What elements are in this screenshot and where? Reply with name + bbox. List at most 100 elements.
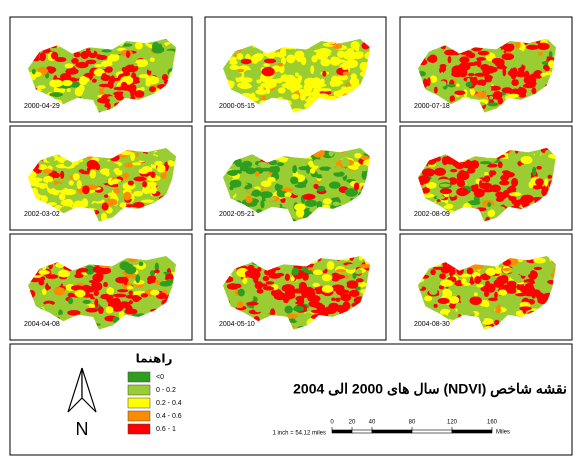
map-patch bbox=[93, 198, 103, 202]
map-patch bbox=[496, 66, 507, 70]
map-patch bbox=[529, 181, 534, 188]
map-patch bbox=[490, 170, 496, 175]
map-patch bbox=[104, 87, 111, 94]
map-patch bbox=[320, 58, 330, 66]
map-patch bbox=[147, 280, 152, 284]
map-patch bbox=[487, 195, 494, 199]
map-patch bbox=[345, 264, 356, 270]
map-patch bbox=[472, 77, 477, 86]
map-patch bbox=[277, 273, 284, 277]
map-patch bbox=[332, 202, 340, 206]
map-patch bbox=[498, 97, 504, 104]
map-patch bbox=[97, 97, 110, 103]
map-patch bbox=[282, 83, 295, 88]
map-patch bbox=[503, 268, 511, 271]
map-patch bbox=[141, 199, 154, 202]
map-patch bbox=[520, 156, 532, 164]
map-patch bbox=[327, 261, 335, 270]
map-patch bbox=[292, 187, 303, 195]
map-patch bbox=[456, 188, 468, 197]
scale-tick-label: 80 bbox=[409, 420, 416, 426]
map-patch bbox=[356, 278, 364, 282]
panel-date: 2000-04-29 bbox=[24, 103, 60, 110]
map-patch bbox=[523, 172, 531, 179]
map-patch bbox=[519, 265, 525, 274]
map-patch bbox=[105, 171, 110, 176]
map-patch bbox=[478, 51, 490, 56]
map-patch bbox=[296, 208, 304, 217]
map-patch bbox=[103, 282, 108, 287]
scale-tick-label: 20 bbox=[349, 420, 356, 426]
map-patch bbox=[58, 314, 69, 318]
legend-label: <0 bbox=[156, 374, 164, 381]
legend-swatch bbox=[128, 411, 150, 421]
map-patch bbox=[148, 65, 156, 70]
map-patch bbox=[92, 79, 97, 83]
map-patch bbox=[341, 158, 350, 167]
map-patch bbox=[135, 274, 140, 283]
map-patch bbox=[535, 178, 544, 186]
legend-title: راهنما bbox=[136, 352, 173, 366]
map-patch bbox=[258, 162, 268, 167]
map-patch bbox=[441, 266, 451, 274]
map-patch bbox=[302, 273, 309, 281]
map-patch bbox=[442, 156, 448, 165]
legend-label: 0.6 - 1 bbox=[156, 426, 176, 433]
map-patch bbox=[310, 65, 314, 74]
map-patch bbox=[133, 177, 146, 182]
map-patch bbox=[127, 286, 134, 290]
map-patch bbox=[329, 168, 340, 173]
map-patch bbox=[60, 171, 64, 179]
map-patch bbox=[508, 94, 519, 98]
map-patch bbox=[295, 72, 299, 76]
scale-segment bbox=[372, 430, 412, 433]
map-patch bbox=[340, 290, 344, 297]
map-patch bbox=[487, 202, 491, 207]
map-figure: 2000-04-292000-05-152000-07-182002-03-02… bbox=[0, 0, 575, 459]
map-patch bbox=[466, 82, 473, 88]
map-patch bbox=[146, 267, 152, 271]
map-patch bbox=[500, 175, 509, 181]
map-patch bbox=[227, 170, 238, 176]
map-patch bbox=[313, 270, 323, 275]
map-patch bbox=[526, 45, 539, 50]
map-patch bbox=[508, 290, 517, 294]
map-patch bbox=[358, 165, 369, 172]
map-patch bbox=[141, 293, 148, 297]
map-patch bbox=[89, 169, 96, 178]
map-patch bbox=[284, 306, 292, 314]
map-patch bbox=[68, 298, 73, 305]
map-patch bbox=[278, 63, 284, 67]
map-patch bbox=[101, 75, 111, 81]
map-patch bbox=[230, 65, 240, 70]
map-patch bbox=[466, 161, 475, 169]
map-patch bbox=[113, 304, 118, 309]
map-patch bbox=[281, 188, 293, 192]
map-patch bbox=[430, 269, 436, 275]
map-patch bbox=[265, 78, 272, 86]
map-patch bbox=[150, 290, 159, 296]
map-patch bbox=[61, 200, 71, 206]
map-patch bbox=[38, 270, 50, 275]
map-patch bbox=[351, 291, 359, 297]
map-patch bbox=[354, 182, 359, 190]
map-patch bbox=[124, 309, 137, 315]
map-patch bbox=[73, 173, 80, 180]
map-patch bbox=[98, 306, 104, 314]
map-patch bbox=[49, 92, 63, 97]
map-patch bbox=[304, 84, 309, 91]
map-patch bbox=[105, 66, 113, 73]
map-patch bbox=[37, 85, 45, 89]
panel-date: 2000-07-18 bbox=[414, 103, 450, 110]
map-patch bbox=[337, 51, 345, 58]
map-patch bbox=[321, 170, 327, 178]
map-patch bbox=[303, 194, 316, 200]
map-patch bbox=[121, 82, 128, 91]
map-patch bbox=[87, 87, 95, 93]
map-patch bbox=[245, 196, 252, 203]
map-patch bbox=[431, 300, 438, 303]
map-patch bbox=[115, 277, 128, 284]
map-patch bbox=[292, 267, 299, 275]
map-patch bbox=[244, 70, 255, 78]
map-patch bbox=[536, 166, 542, 170]
